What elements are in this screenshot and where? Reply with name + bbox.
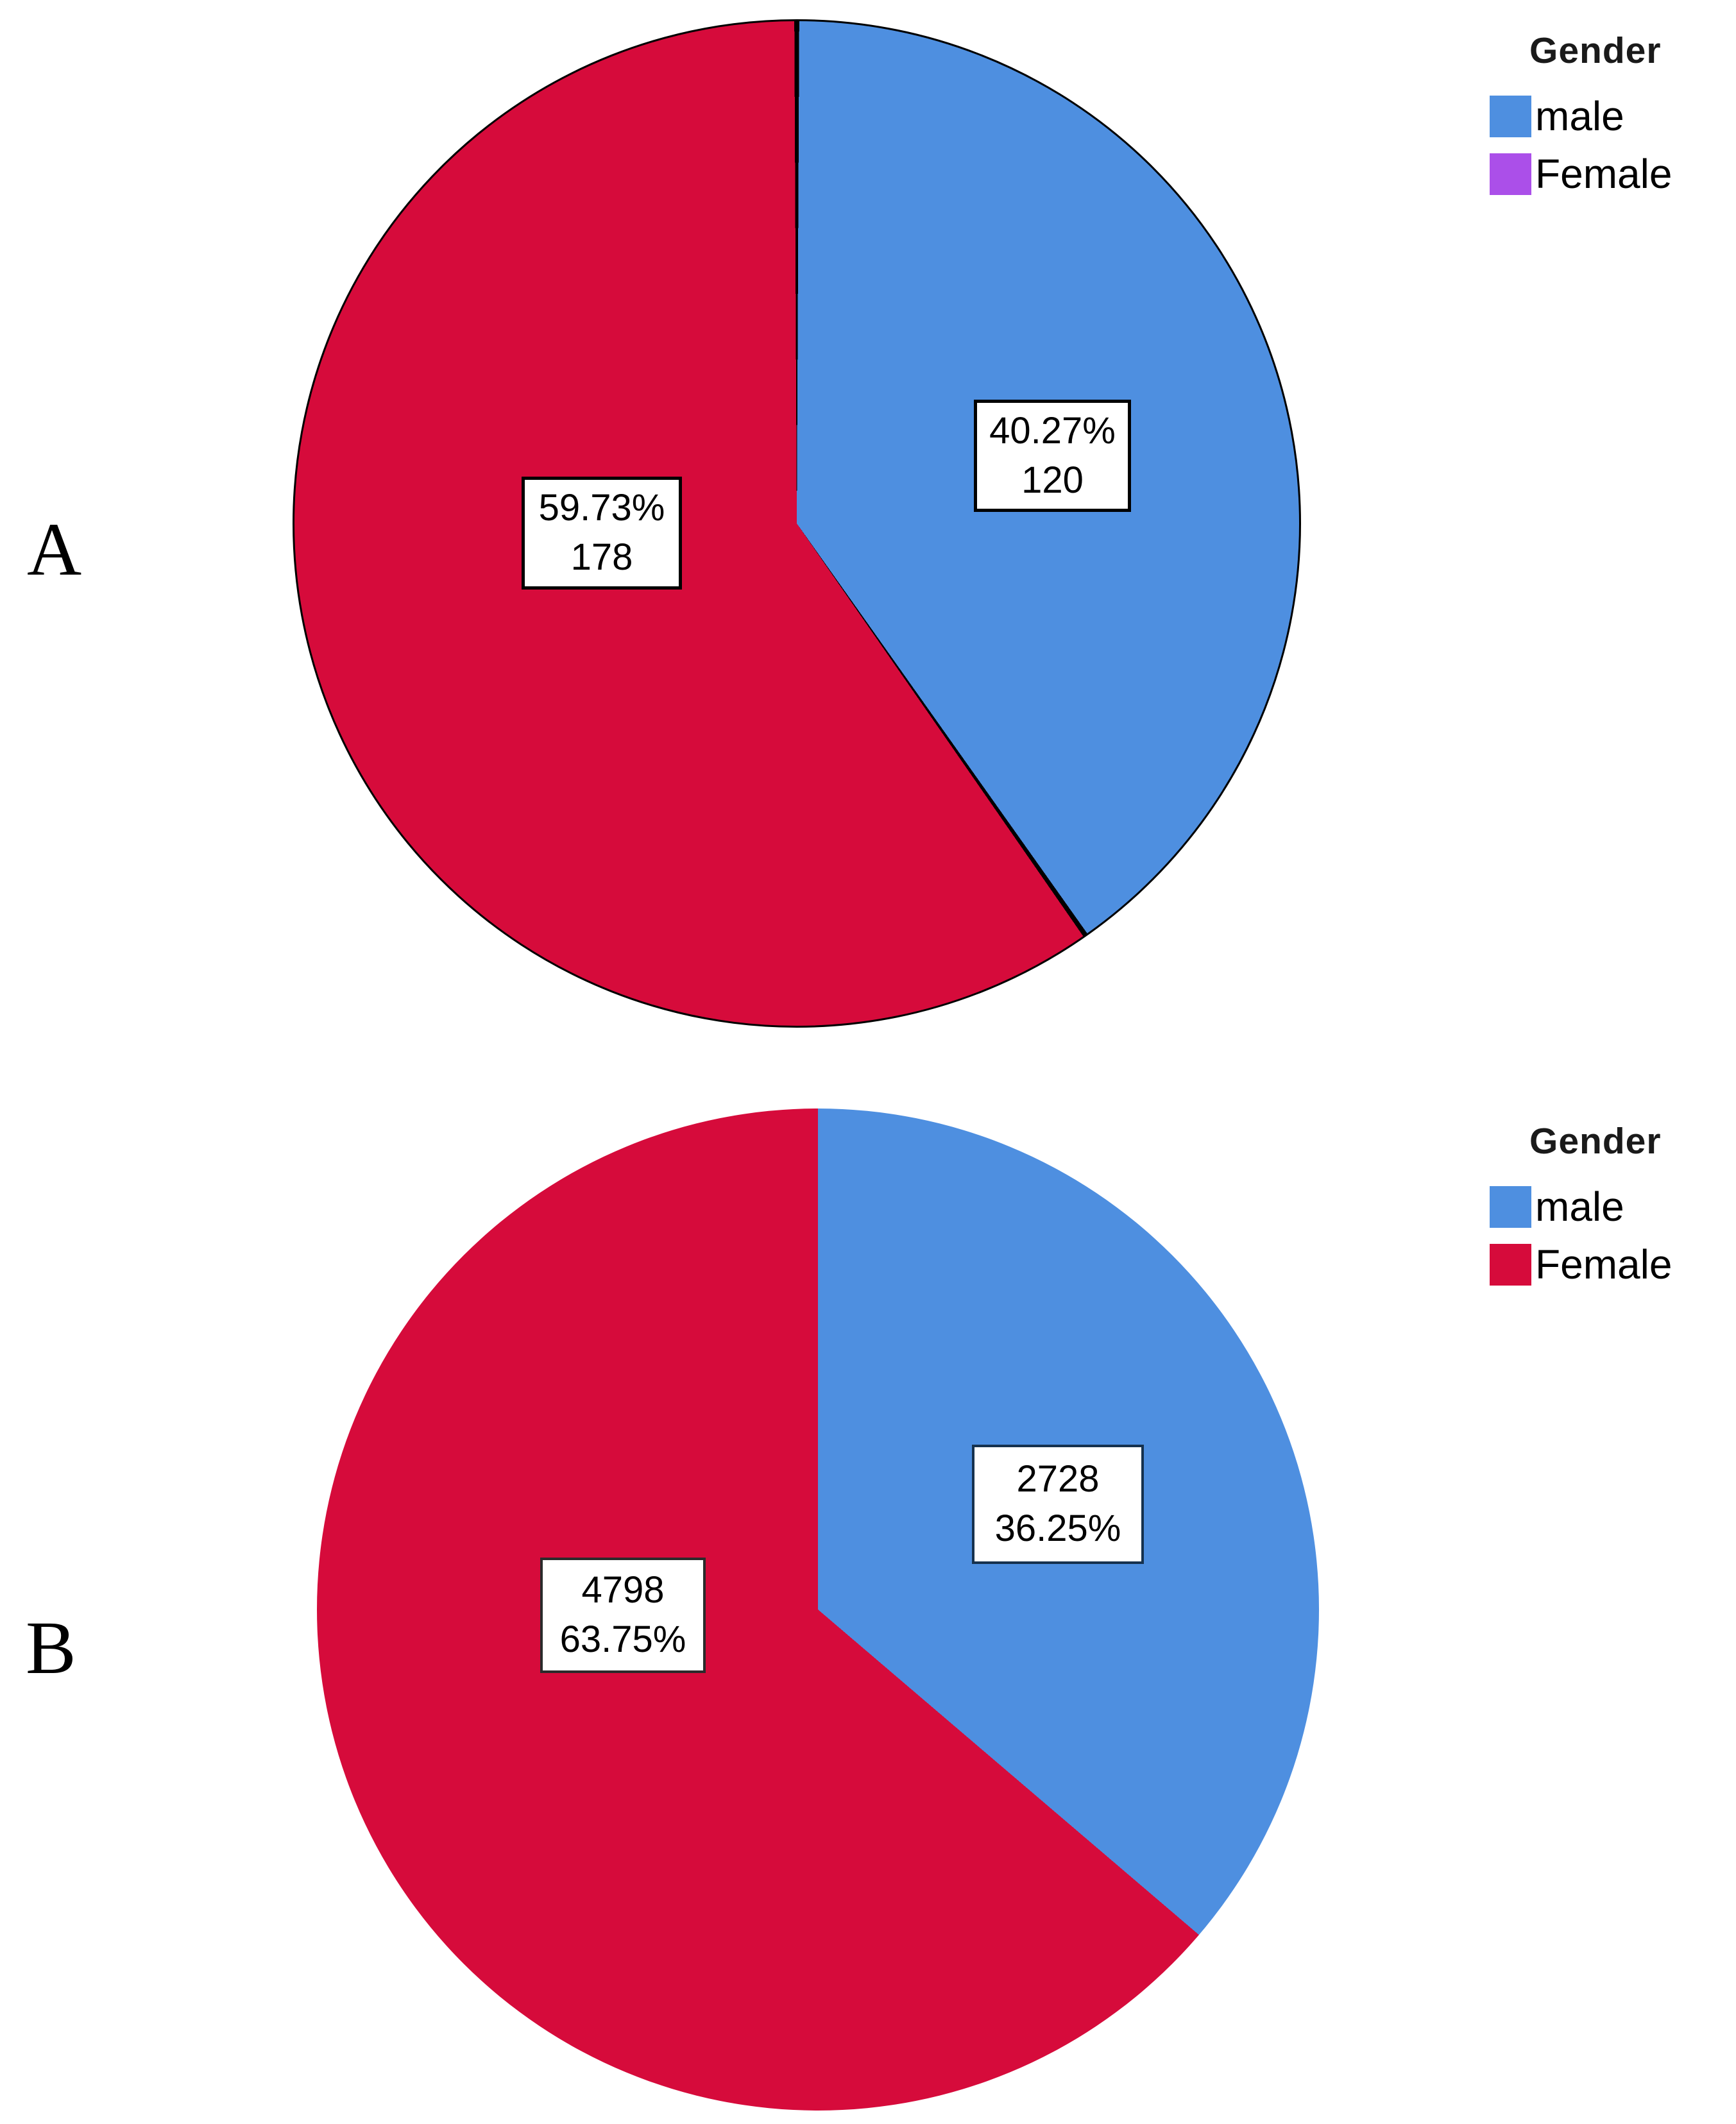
legend-b-female-label: Female [1535, 1241, 1672, 1287]
slice-label-b-male: 2728 36.25% [972, 1445, 1144, 1564]
slice-label-a-female: 59.73% 178 [522, 477, 682, 590]
legend-b-male-label: male [1535, 1184, 1624, 1230]
panel-a-label: A [27, 507, 82, 591]
pie-chart-b [317, 1109, 1319, 2111]
legend-b: Gender male Female [1490, 1120, 1721, 1301]
legend-b-item-female: Female [1490, 1243, 1721, 1286]
pie-chart-a [293, 19, 1301, 1028]
legend-a-male-swatch-icon [1490, 95, 1531, 137]
legend-b-male-swatch-icon [1490, 1185, 1531, 1228]
legend-a-male-label: male [1535, 93, 1624, 139]
legend-a-female-swatch-icon [1490, 153, 1531, 195]
slice-label-a-male: 40.27% 120 [974, 400, 1131, 512]
legend-a-item-female: Female [1490, 153, 1721, 195]
legend-b-item-male: male [1490, 1185, 1721, 1228]
legend-a-item-male: male [1490, 95, 1721, 137]
legend-a: Gender male Female [1490, 30, 1721, 210]
legend-a-female-label: Female [1535, 151, 1672, 197]
legend-a-title: Gender [1529, 30, 1662, 71]
legend-b-title: Gender [1529, 1121, 1662, 1162]
slice-label-b-female: 4798 63.75% [540, 1558, 706, 1673]
panel-b-label: B [26, 1606, 76, 1690]
legend-b-female-swatch-icon [1490, 1243, 1531, 1286]
